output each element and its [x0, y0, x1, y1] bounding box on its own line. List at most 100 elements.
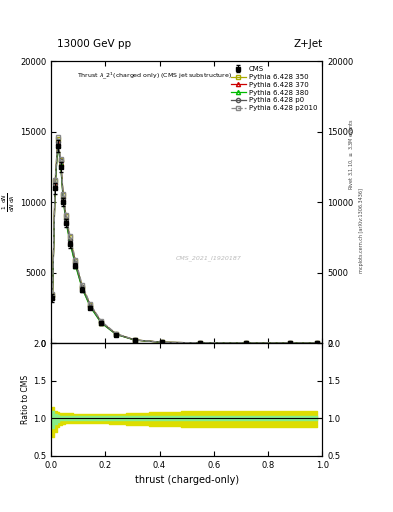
Pythia 6.428 380: [244, 340, 249, 346]
Pythia 6.428 380: [73, 263, 78, 269]
Pythia 6.428 p2010: [64, 212, 68, 218]
Pythia 6.428 p2010: [244, 340, 249, 346]
Pythia 6.428 p2010: [88, 301, 93, 307]
Pythia 6.428 p0: [160, 339, 165, 346]
Pythia 6.428 370: [53, 182, 57, 188]
X-axis label: thrust (charged-only): thrust (charged-only): [135, 475, 239, 485]
Pythia 6.428 370: [50, 293, 55, 300]
Pythia 6.428 p2010: [61, 191, 66, 197]
Pythia 6.428 350: [287, 340, 292, 346]
Pythia 6.428 350: [73, 258, 78, 264]
Pythia 6.428 p0: [50, 293, 55, 299]
Text: Rivet 3.1.10, $\geq$ 3.3M events: Rivet 3.1.10, $\geq$ 3.3M events: [348, 118, 356, 189]
Pythia 6.428 350: [244, 340, 249, 346]
Pythia 6.428 370: [68, 239, 72, 245]
Pythia 6.428 380: [314, 340, 319, 346]
Pythia 6.428 p2010: [55, 134, 60, 140]
Pythia 6.428 380: [53, 184, 57, 190]
Pythia 6.428 p0: [53, 181, 57, 187]
Pythia 6.428 350: [314, 340, 319, 346]
Pythia 6.428 380: [64, 219, 68, 225]
Pythia 6.428 370: [64, 218, 68, 224]
Pythia 6.428 350: [58, 157, 63, 163]
Pythia 6.428 p0: [198, 340, 203, 346]
Pythia 6.428 p2010: [114, 331, 119, 337]
Pythia 6.428 p0: [58, 158, 63, 164]
Pythia 6.428 380: [99, 320, 104, 326]
Pythia 6.428 p0: [55, 139, 60, 145]
Pythia 6.428 p0: [73, 260, 78, 266]
Pythia 6.428 p0: [68, 237, 72, 243]
Pythia 6.428 p2010: [50, 291, 55, 297]
Pythia 6.428 p2010: [160, 339, 165, 345]
Text: 13000 GeV pp: 13000 GeV pp: [57, 38, 131, 49]
Pythia 6.428 p0: [99, 319, 104, 325]
Pythia 6.428 p2010: [68, 233, 72, 239]
Pythia 6.428 350: [114, 331, 119, 337]
Pythia 6.428 p0: [64, 216, 68, 222]
Pythia 6.428 350: [198, 340, 203, 346]
Pythia 6.428 p2010: [198, 340, 203, 346]
Pythia 6.428 380: [61, 198, 66, 204]
Pythia 6.428 380: [50, 294, 55, 301]
Pythia 6.428 380: [58, 161, 63, 167]
Legend: CMS, Pythia 6.428 350, Pythia 6.428 370, Pythia 6.428 380, Pythia 6.428 p0, Pyth: CMS, Pythia 6.428 350, Pythia 6.428 370,…: [230, 65, 319, 112]
Line: Pythia 6.428 350: Pythia 6.428 350: [50, 137, 319, 345]
Pythia 6.428 380: [55, 141, 60, 147]
Pythia 6.428 380: [287, 340, 292, 346]
Pythia 6.428 370: [61, 196, 66, 202]
Pythia 6.428 350: [160, 339, 165, 345]
Pythia 6.428 370: [99, 319, 104, 326]
Line: Pythia 6.428 370: Pythia 6.428 370: [50, 141, 319, 345]
Pythia 6.428 p2010: [133, 337, 138, 343]
Pythia 6.428 p0: [80, 284, 84, 290]
Pythia 6.428 p0: [133, 337, 138, 343]
Pythia 6.428 350: [133, 337, 138, 343]
Pythia 6.428 350: [61, 192, 66, 198]
Pythia 6.428 370: [80, 285, 84, 291]
Pythia 6.428 380: [114, 331, 119, 337]
Pythia 6.428 380: [68, 240, 72, 246]
Pythia 6.428 350: [53, 178, 57, 184]
Pythia 6.428 p0: [314, 340, 319, 346]
Pythia 6.428 370: [58, 160, 63, 166]
Pythia 6.428 p2010: [58, 156, 63, 162]
Pythia 6.428 350: [64, 213, 68, 219]
Pythia 6.428 380: [160, 339, 165, 346]
Pythia 6.428 p2010: [99, 318, 104, 324]
Pythia 6.428 370: [244, 340, 249, 346]
Pythia 6.428 p0: [244, 340, 249, 346]
Pythia 6.428 p2010: [73, 257, 78, 263]
Text: mcplots.cern.ch [arXiv:1306.3436]: mcplots.cern.ch [arXiv:1306.3436]: [359, 188, 364, 273]
Y-axis label: $\frac{1}{\mathrm{d}N}\frac{\mathrm{d}N}{\mathrm{d}\lambda}$: $\frac{1}{\mathrm{d}N}\frac{\mathrm{d}N}…: [1, 193, 17, 212]
Pythia 6.428 350: [68, 234, 72, 241]
Pythia 6.428 350: [88, 302, 93, 308]
Pythia 6.428 350: [80, 284, 84, 290]
Line: Pythia 6.428 p0: Pythia 6.428 p0: [50, 140, 319, 345]
Y-axis label: Ratio to CMS: Ratio to CMS: [21, 375, 30, 424]
Pythia 6.428 p0: [61, 195, 66, 201]
Pythia 6.428 p2010: [287, 340, 292, 346]
Pythia 6.428 p0: [287, 340, 292, 346]
Line: Pythia 6.428 p2010: Pythia 6.428 p2010: [50, 135, 319, 345]
Pythia 6.428 p2010: [314, 340, 319, 346]
Pythia 6.428 p2010: [53, 177, 57, 183]
Pythia 6.428 370: [114, 331, 119, 337]
Pythia 6.428 380: [88, 304, 93, 310]
Pythia 6.428 380: [133, 337, 138, 343]
Line: Pythia 6.428 380: Pythia 6.428 380: [50, 142, 319, 345]
Pythia 6.428 p0: [88, 303, 93, 309]
Pythia 6.428 p2010: [80, 282, 84, 288]
Pythia 6.428 350: [99, 319, 104, 325]
Pythia 6.428 350: [50, 292, 55, 298]
Text: Thrust $\lambda\_2^1$(charged only) (CMS jet substructure): Thrust $\lambda\_2^1$(charged only) (CMS…: [77, 70, 232, 80]
Pythia 6.428 370: [88, 303, 93, 309]
Pythia 6.428 380: [198, 340, 203, 346]
Text: CMS_2021_I1920187: CMS_2021_I1920187: [175, 255, 241, 262]
Pythia 6.428 370: [160, 339, 165, 346]
Pythia 6.428 370: [73, 261, 78, 267]
Pythia 6.428 370: [133, 337, 138, 343]
Pythia 6.428 p0: [114, 331, 119, 337]
Pythia 6.428 370: [314, 340, 319, 346]
Pythia 6.428 370: [55, 140, 60, 146]
